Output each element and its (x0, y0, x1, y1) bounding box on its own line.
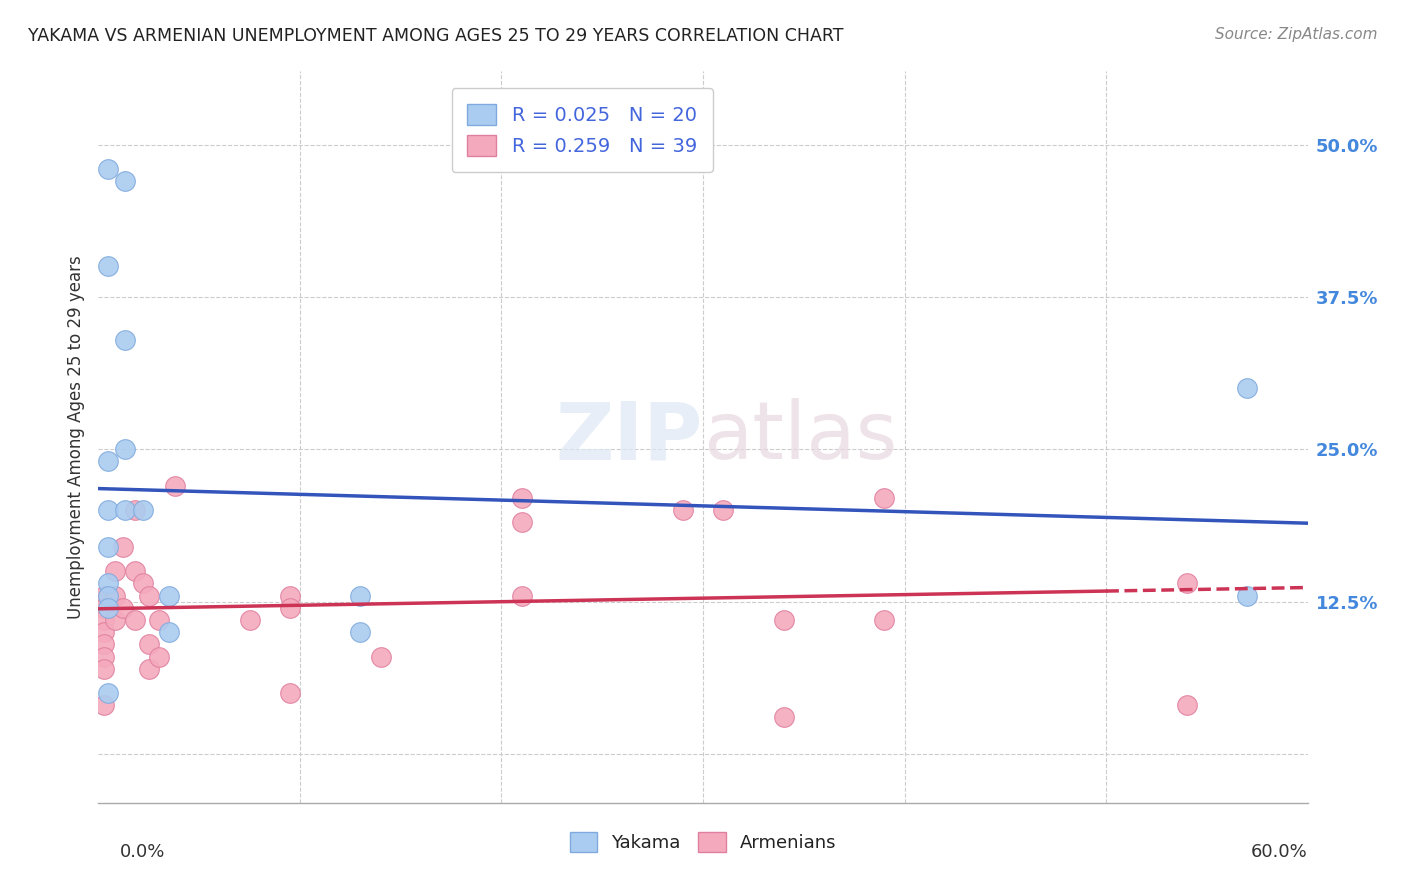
Point (97, 686, 120, 700)
Point (111, 600, 134, 615)
Point (1175, 698, 1198, 713)
Point (278, 589, 301, 603)
Point (93, 600, 115, 615)
Point (772, 710, 794, 724)
Point (124, 613, 146, 627)
Point (157, 589, 180, 603)
Point (93, 613, 115, 627)
Point (239, 613, 262, 627)
Text: YAKAMA VS ARMENIAN UNEMPLOYMENT AMONG AGES 25 TO 29 YEARS CORRELATION CHART: YAKAMA VS ARMENIAN UNEMPLOYMENT AMONG AG… (28, 27, 844, 45)
Y-axis label: Unemployment Among Ages 25 to 29 years: Unemployment Among Ages 25 to 29 years (66, 255, 84, 619)
Point (672, 503, 695, 517)
Point (93, 649, 115, 664)
Point (93, 698, 115, 713)
Point (103, 589, 125, 603)
Point (711, 503, 734, 517)
Point (93, 637, 115, 651)
Point (97, 589, 120, 603)
Point (93, 662, 115, 676)
Point (124, 503, 146, 517)
Point (772, 613, 794, 627)
Point (148, 649, 170, 664)
Legend: Yakama, Armenians: Yakama, Armenians (562, 825, 844, 860)
Point (163, 479, 186, 493)
Point (97, 576, 120, 591)
Point (349, 625, 371, 640)
Point (1236, 589, 1258, 603)
Point (114, 503, 136, 517)
Point (132, 576, 155, 591)
Point (97, 540, 120, 554)
Point (148, 613, 170, 627)
Point (103, 613, 125, 627)
Text: 0.0%: 0.0% (120, 843, 165, 861)
Point (510, 589, 533, 603)
Point (138, 662, 160, 676)
Point (97, 454, 120, 468)
Point (138, 589, 160, 603)
Point (510, 491, 533, 505)
Point (1236, 381, 1258, 395)
Point (103, 564, 125, 578)
Text: Source: ZipAtlas.com: Source: ZipAtlas.com (1215, 27, 1378, 42)
Point (157, 625, 180, 640)
Point (873, 491, 896, 505)
Point (138, 637, 160, 651)
Point (97, 161, 120, 176)
Point (1175, 576, 1198, 591)
Point (111, 540, 134, 554)
Point (124, 564, 146, 578)
Text: atlas: atlas (703, 398, 897, 476)
Point (370, 649, 392, 664)
Point (114, 174, 136, 188)
Point (132, 503, 155, 517)
Point (93, 589, 115, 603)
Point (114, 442, 136, 457)
Point (510, 516, 533, 530)
Point (278, 600, 301, 615)
Point (349, 589, 371, 603)
Point (873, 613, 896, 627)
Point (97, 260, 120, 274)
Point (97, 600, 120, 615)
Point (97, 503, 120, 517)
Text: ZIP: ZIP (555, 398, 703, 476)
Point (278, 686, 301, 700)
Text: 60.0%: 60.0% (1251, 843, 1308, 861)
Point (114, 333, 136, 347)
Point (93, 625, 115, 640)
